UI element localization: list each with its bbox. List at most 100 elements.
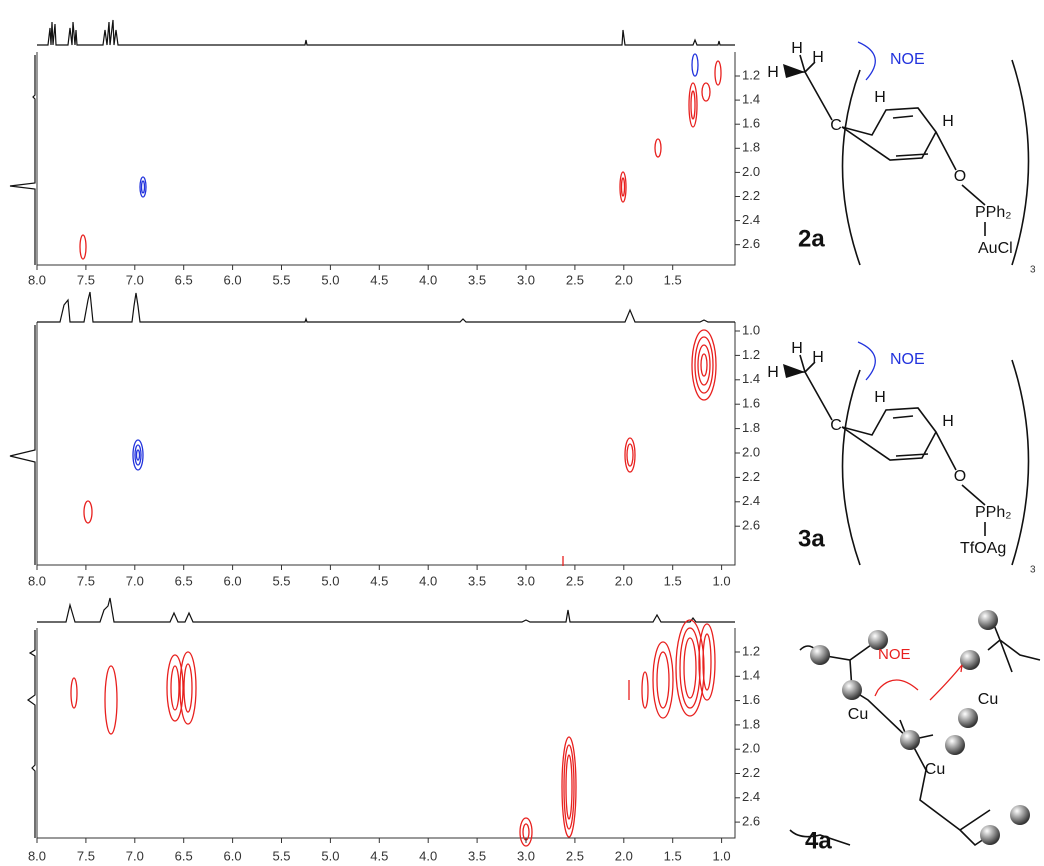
atom-label: C bbox=[830, 417, 842, 434]
y-tick-label: 2.4 bbox=[742, 493, 760, 508]
atom-label: H bbox=[874, 389, 886, 406]
x-tick-label: 3.5 bbox=[468, 848, 486, 863]
figure: 8.0 7.5 7.0 6.5 6.0 5.5 5.0 4.5 4.0 3.5 3.0 2.5 2.0 1… bbox=[0, 0, 1044, 866]
y-tick-label: 2.4 bbox=[742, 789, 760, 804]
x-tick-label: 5.5 bbox=[272, 573, 290, 588]
structure-4a bbox=[790, 610, 1040, 845]
spectrum-1d bbox=[37, 292, 735, 322]
x-tick-label: 2.0 bbox=[615, 272, 633, 287]
y-tick-label: 2.6 bbox=[742, 814, 760, 829]
y-tick-label: 2.6 bbox=[742, 518, 760, 533]
y-tick-label: 1.8 bbox=[742, 140, 760, 155]
x-tick-label: 1.5 bbox=[664, 573, 682, 588]
x-tick-label: 7.0 bbox=[126, 272, 144, 287]
y-tick-label: 2.2 bbox=[742, 765, 760, 780]
x-tick-label: 7.5 bbox=[77, 272, 95, 287]
x-tick-label: 5.0 bbox=[321, 573, 339, 588]
x-tick-label: 6.5 bbox=[175, 848, 193, 863]
x-tick-label: 3.0 bbox=[517, 573, 535, 588]
spectrum-1d bbox=[28, 630, 35, 838]
cross-peaks bbox=[80, 54, 721, 259]
atom-label: H bbox=[812, 349, 824, 366]
x-tick-label: 5.5 bbox=[272, 272, 290, 287]
x-tick-label: 8.0 bbox=[28, 272, 46, 287]
y-tick-label: 1.6 bbox=[742, 396, 760, 411]
x-tick-label: 4.0 bbox=[419, 573, 437, 588]
x-tick-label: 6.0 bbox=[224, 272, 242, 287]
y-tick-label: 1.4 bbox=[742, 668, 760, 683]
x-tick-label: 4.5 bbox=[370, 272, 388, 287]
y-tick-label: 1.6 bbox=[742, 116, 760, 131]
x-tick-label: 2.5 bbox=[566, 848, 584, 863]
atom-label: H bbox=[767, 364, 779, 381]
y-tick-label: 1.6 bbox=[742, 692, 760, 707]
spectrum-1d bbox=[37, 20, 735, 45]
x-tick-label: 3.5 bbox=[468, 573, 486, 588]
y-tick-label: 1.8 bbox=[742, 716, 760, 731]
atom-label: H bbox=[942, 413, 954, 430]
x-tick-label: 7.0 bbox=[126, 573, 144, 588]
x-tick-label: 7.5 bbox=[77, 573, 95, 588]
x-tick-label: 2.0 bbox=[615, 848, 633, 863]
phosphine: PPh₂ bbox=[975, 504, 1011, 521]
axis-frame bbox=[37, 628, 735, 838]
annotation: NOE bbox=[890, 51, 925, 68]
y-tick-label: 1.4 bbox=[742, 371, 760, 386]
page: {"panels":[ {"x_ticks":["8.0","7.5","7.0… bbox=[0, 0, 1044, 866]
x-tick-label: 8.0 bbox=[28, 573, 46, 588]
y-tick-label: 2.0 bbox=[742, 444, 760, 459]
x-tick-label: 3.5 bbox=[468, 272, 486, 287]
y-tick-label: 2.2 bbox=[742, 188, 760, 203]
x-tick-label: 1.5 bbox=[664, 272, 682, 287]
y-tick-label: 1.2 bbox=[742, 67, 760, 82]
atom-label: Cu bbox=[848, 706, 868, 723]
noe-arrow bbox=[858, 42, 875, 80]
atom-label: O bbox=[954, 468, 966, 485]
x-tick-label: 5.5 bbox=[272, 848, 290, 863]
atom-label: H bbox=[791, 340, 803, 357]
x-tick-label: 8.0 bbox=[28, 848, 46, 863]
x-tick-label: 4.5 bbox=[370, 848, 388, 863]
x-tick-label: 4.0 bbox=[419, 272, 437, 287]
y-tick-label: 1.2 bbox=[742, 643, 760, 658]
x-tick-label: 2.5 bbox=[566, 272, 584, 287]
y-tick-label: 2.2 bbox=[742, 469, 760, 484]
annotation: NOE bbox=[890, 351, 925, 368]
x-tick-label: 5.0 bbox=[321, 848, 339, 863]
y-tick-label: 2.0 bbox=[742, 741, 760, 756]
count: 3 bbox=[1030, 565, 1036, 576]
x-tick-label: 5.0 bbox=[321, 272, 339, 287]
y-tick-label: 2.0 bbox=[742, 164, 760, 179]
atom-label: H bbox=[812, 49, 824, 66]
x-tick-label: 3.0 bbox=[517, 272, 535, 287]
compound-label: 2a bbox=[798, 225, 825, 252]
spectrum-1d bbox=[10, 325, 35, 565]
phosphine: PPh₂ bbox=[975, 204, 1011, 221]
atom-label: H bbox=[767, 64, 779, 81]
x-tick-label: 2.5 bbox=[566, 573, 584, 588]
atom-label: C bbox=[830, 117, 842, 134]
x-tick-label: 2.0 bbox=[615, 573, 633, 588]
y-tick-label: 2.6 bbox=[742, 236, 760, 251]
annotation: NOE bbox=[878, 646, 911, 663]
spectrum-1d bbox=[37, 598, 735, 622]
y-tick-label: 1.2 bbox=[742, 347, 760, 362]
x-tick-label: 1.5 bbox=[664, 848, 682, 863]
cross-peaks bbox=[84, 330, 716, 566]
spectrum-1d bbox=[10, 55, 35, 265]
atom-label: Cu bbox=[978, 691, 998, 708]
compound-label: 4a bbox=[805, 827, 832, 854]
atom-label: H bbox=[791, 40, 803, 57]
y-tick-label: 1.0 bbox=[742, 322, 760, 337]
atom-label: H bbox=[874, 89, 886, 106]
compound-label: 3a bbox=[798, 525, 825, 552]
atom-label: O bbox=[954, 168, 966, 185]
x-tick-label: 1.0 bbox=[713, 848, 731, 863]
x-tick-label: 6.0 bbox=[224, 573, 242, 588]
x-tick-label: 7.5 bbox=[77, 848, 95, 863]
y-tick-label: 2.4 bbox=[742, 212, 760, 227]
metal: AuCl bbox=[978, 240, 1013, 257]
x-tick-label: 4.0 bbox=[419, 848, 437, 863]
x-tick-label: 3.0 bbox=[517, 848, 535, 863]
cross-peaks bbox=[71, 620, 715, 846]
